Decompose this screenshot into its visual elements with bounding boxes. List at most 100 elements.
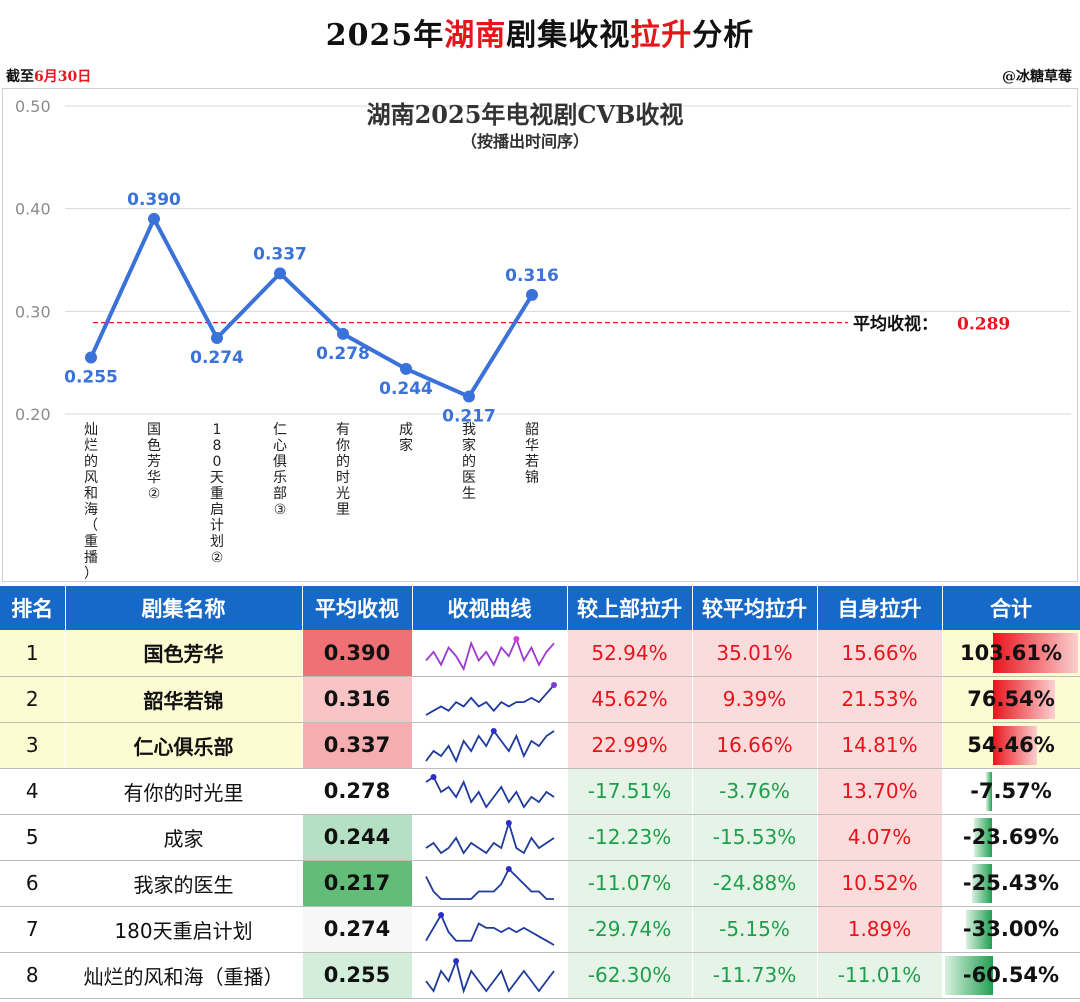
vs-avg-cell: 9.39%: [692, 676, 818, 723]
data-label: 0.255: [64, 368, 118, 388]
self-lift-cell: 21.53%: [817, 676, 943, 723]
x-tick-char: 计: [210, 518, 224, 534]
x-tick-char: 灿: [84, 422, 98, 438]
x-tick-char: 家: [462, 437, 476, 454]
total-bar: [944, 955, 993, 995]
x-tick-label: 有你的时光里: [336, 422, 350, 518]
sparkline: [425, 774, 554, 809]
x-tick-char: 华: [147, 470, 161, 486]
data-label: 0.278: [316, 344, 370, 364]
x-tick-char: 国: [147, 422, 161, 438]
vs-prev-cell: -12.23%: [567, 814, 693, 861]
sparkline-cell: [412, 906, 568, 953]
self-lift-cell: 15.66%: [817, 630, 943, 677]
x-tick-char: 播: [84, 550, 98, 566]
x-tick-char: ②: [148, 486, 161, 502]
x-tick-char: 我: [462, 422, 476, 438]
rank-cell: 1: [0, 630, 66, 677]
data-label: 0.217: [442, 407, 496, 427]
total-cell: -23.69%: [942, 814, 1080, 861]
x-tick-char: 1: [213, 422, 222, 438]
table-row: 7 180天重启计划 0.274 -29.74% -5.15% 1.89% -33.00%: [0, 906, 1080, 953]
rank-cell: 7: [0, 906, 66, 953]
total-bar: [973, 817, 993, 857]
x-tick-char: 你: [336, 438, 350, 454]
rank-cell: 3: [0, 722, 66, 769]
sparkline-path: [424, 913, 554, 946]
total-value: 103.61%: [959, 640, 1063, 665]
self-lift-cell: 1.89%: [817, 906, 943, 953]
total-value: 76.54%: [967, 687, 1055, 711]
sparkline-path: [424, 729, 554, 764]
vs-avg-cell: 16.66%: [692, 722, 818, 769]
table-row: 4 有你的时光里 0.278 -17.51% -3.76% 13.70% -7.57%: [0, 768, 1080, 815]
vs-prev-cell: -29.74%: [567, 906, 693, 953]
header-total: 合计: [942, 586, 1080, 630]
table-row: 2 韶华若锦 0.316 45.62% 9.39% 21.53% 76.54%: [0, 676, 1080, 723]
total-bar: [986, 771, 993, 811]
total-cell: -60.54%: [942, 952, 1080, 999]
total-cell: 103.61%: [942, 630, 1080, 677]
x-tick-char: 天: [210, 470, 224, 486]
data-label: 0.244: [379, 379, 433, 399]
avg-rating-cell: 0.244: [302, 814, 413, 861]
vs-avg-cell: -5.15%: [692, 906, 818, 953]
x-tick-char: ）: [84, 566, 98, 581]
header-rank: 排名: [0, 586, 66, 630]
x-tick-char: 重: [210, 486, 224, 502]
x-tick-char: 时: [336, 470, 350, 486]
chart-subtitle: （按播出时间序）: [461, 132, 589, 151]
vs-prev-cell: 22.99%: [567, 722, 693, 769]
data-point: [400, 362, 412, 375]
y-tick-label: 0.50: [15, 97, 51, 116]
self-lift-cell: 14.81%: [817, 722, 943, 769]
x-tick-char: （: [84, 518, 98, 534]
average-label: 平均收视：: [853, 314, 938, 335]
total-bar: [992, 679, 1056, 719]
author-credit: @冰糖草莓: [1002, 69, 1072, 85]
sparkline-path: [425, 684, 555, 716]
sparkline-peak-marker: [452, 958, 459, 964]
sparkline-path: [424, 867, 554, 900]
x-tick-char: 烂: [84, 438, 98, 454]
sparkline-cell: [412, 860, 568, 907]
table-row: 8 灿烂的风和海（重播） 0.255 -62.30% -11.73% -11.01% -60…: [0, 952, 1080, 999]
x-tick-char: 医: [462, 470, 476, 486]
total-value: -23.69%: [962, 825, 1060, 849]
x-tick-char: 俱: [273, 454, 287, 470]
avg-rating-cell: 0.316: [302, 676, 413, 723]
sparkline-cell: [412, 952, 568, 999]
sparkline: [424, 866, 554, 900]
title-part-red: 拉升: [630, 18, 693, 53]
sparkline-cell: [412, 722, 568, 769]
sparkline-peak-marker: [505, 866, 512, 872]
x-tick-label: 韶华若锦: [525, 422, 539, 486]
header-self: 自身拉升: [817, 586, 943, 630]
x-tick-char: 若: [525, 454, 539, 470]
x-tick-char: 的: [84, 454, 98, 470]
series-line: [89, 216, 534, 399]
series-name-cell: 灿烂的风和海（重播）: [65, 952, 303, 999]
sparkline: [424, 957, 555, 995]
data-point: [85, 351, 97, 364]
series-name-cell: 韶华若锦: [65, 676, 303, 723]
sparkline-cell: [412, 814, 568, 861]
title-part-red: 湖南: [444, 18, 507, 53]
avg-rating-cell: 0.255: [302, 952, 413, 999]
header-curve: 收视曲线: [412, 586, 568, 630]
table-header-row: 排名 剧集名称 平均收视 收视曲线 较上部拉升 较平均拉升 自身拉升 合计: [0, 586, 1080, 630]
data-point: [526, 288, 538, 301]
header-name: 剧集名称: [65, 586, 303, 630]
sparkline-peak-marker: [550, 682, 557, 688]
x-tick-char: 乐: [273, 470, 287, 486]
sparkline-path: [425, 819, 554, 855]
series-name-cell: 180天重启计划: [65, 906, 303, 953]
total-bar: [966, 909, 993, 949]
self-lift-cell: 4.07%: [817, 814, 943, 861]
chart-title: 湖南2025年电视剧CVB收视: [367, 100, 684, 129]
x-tick-char: 华: [525, 438, 539, 454]
data-label: 0.337: [253, 244, 307, 264]
